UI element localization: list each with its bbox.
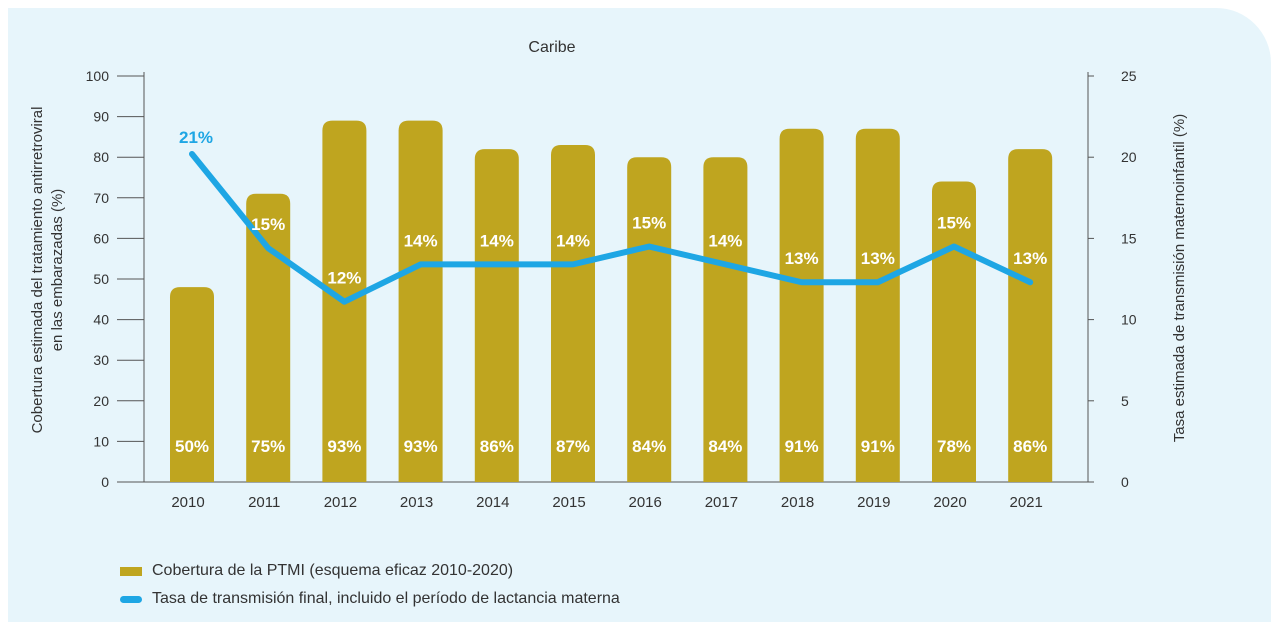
bar [703,157,747,482]
y-tick-label: 20 [93,393,109,409]
bar-data-label: 50% [175,437,209,456]
y-tick-label: 30 [93,352,109,368]
x-tick-label: 2016 [629,494,662,511]
y-axis-title-line: Cobertura estimada del tratamiento antir… [29,107,46,434]
bar-data-label: 91% [861,437,895,456]
legend-item-line: Tasa de transmisión final, incluido el p… [120,590,620,608]
y-tick-label: 0 [101,474,109,490]
y2-tick-label: 25 [1121,68,1137,84]
line-data-label: 13% [1013,249,1047,268]
y2-tick-label: 10 [1121,312,1137,328]
bar-data-label: 93% [327,437,361,456]
y-tick-label: 60 [93,230,109,246]
bar-data-label: 93% [404,437,438,456]
x-tick-label: 2018 [781,494,814,511]
y-tick-label: 10 [93,433,109,449]
x-tick-label: 2017 [705,494,738,511]
line-data-label: 15% [251,215,285,234]
y-tick-label: 70 [93,190,109,206]
y2-tick-label: 15 [1121,230,1137,246]
legend-swatch-line [120,596,142,603]
x-tick-label: 2011 [248,494,280,511]
line-data-label: 14% [556,231,590,250]
x-tick-label: 2020 [933,494,966,511]
bar-data-label: 84% [708,437,742,456]
line-data-label: 13% [861,249,895,268]
bar-data-label: 84% [632,437,666,456]
line-data-label: 12% [327,269,361,288]
bar-data-label: 87% [556,437,590,456]
x-tick-label: 2012 [324,494,357,511]
bar-data-label: 86% [1013,437,1047,456]
y-axis-title-line: en las embarazadas (%) [49,189,66,352]
y2-tick-label: 0 [1121,474,1129,490]
line-data-label: 14% [708,231,742,250]
bar [475,149,519,482]
y2-tick-label: 20 [1121,149,1137,165]
x-tick-label: 2019 [857,494,890,511]
bar [780,129,824,482]
bar [399,121,443,482]
line-data-label: 14% [480,231,514,250]
line-data-label: 21% [179,128,213,147]
bar [856,129,900,482]
line-data-label: 13% [785,249,819,268]
x-tick-label: 2014 [476,494,509,511]
y-axis-title: Cobertura estimada del tratamiento antir… [29,107,66,434]
y-tick-label: 100 [86,68,110,84]
bar-data-label: 86% [480,437,514,456]
chart-title: Caribe [528,39,575,56]
bar [1008,149,1052,482]
y2-axis-title: Tasa estimada de transmisión maternoinfa… [1171,114,1188,442]
x-tick-label: 2015 [552,494,585,511]
bar [551,145,595,482]
y-tick-label: 50 [93,271,109,287]
legend-item-bars: Cobertura de la PTMI (esquema eficaz 201… [120,562,513,580]
bar-data-label: 75% [251,437,285,456]
line-series [192,154,1030,302]
line-data-label: 14% [404,231,438,250]
line-data-label: 15% [632,214,666,233]
y-tick-label: 80 [93,149,109,165]
bar-data-label: 78% [937,437,971,456]
x-tick-label: 2013 [400,494,433,511]
y-tick-label: 90 [93,109,109,125]
legend-label-line: Tasa de transmisión final, incluido el p… [152,590,620,608]
y2-tick-label: 5 [1121,393,1129,409]
bar [627,157,671,482]
line-data-label: 15% [937,214,971,233]
legend-swatch-bars [120,567,142,576]
legend-label-bars: Cobertura de la PTMI (esquema eficaz 201… [152,562,513,580]
x-tick-label: 2010 [171,494,204,511]
bar-data-label: 91% [785,437,819,456]
y-tick-label: 40 [93,312,109,328]
x-tick-label: 2021 [1010,494,1043,511]
